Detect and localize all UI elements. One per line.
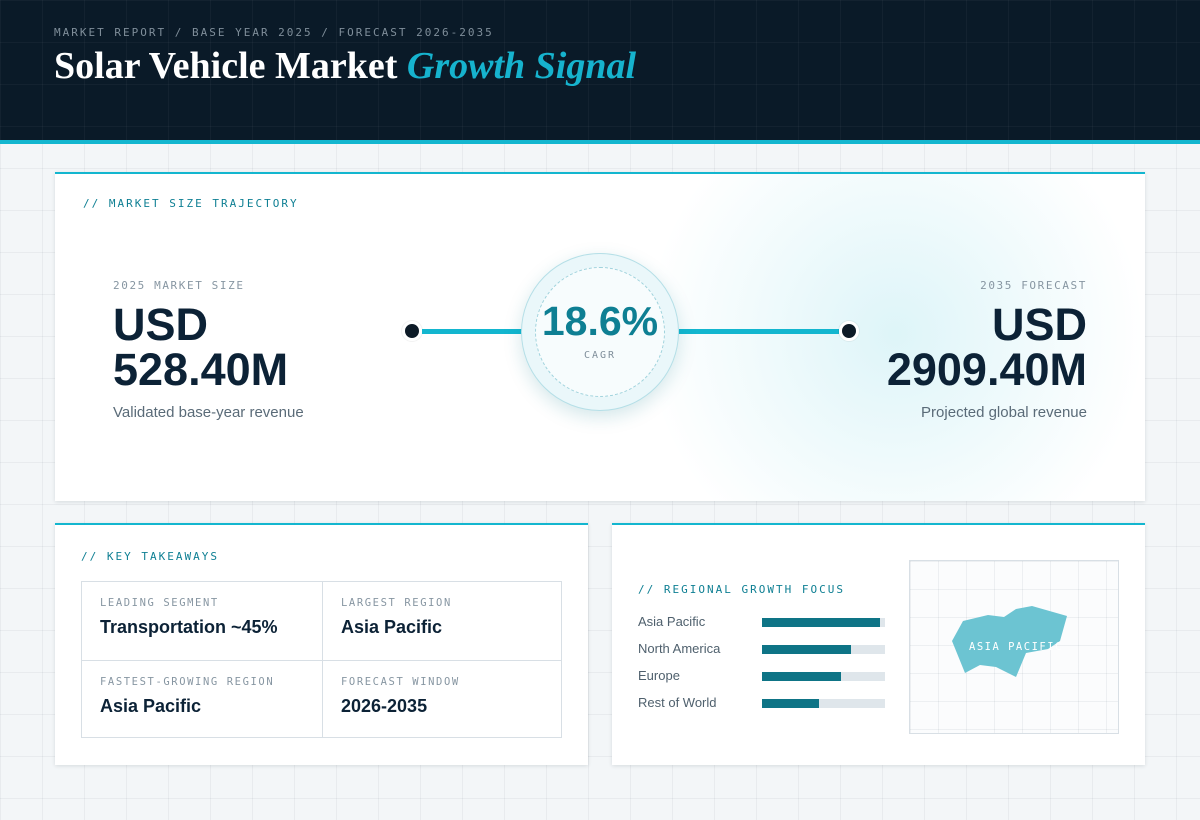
forecast-kicker: 2035 FORECAST <box>980 279 1087 292</box>
market-size-trajectory-card: // MARKET SIZE TRAJECTORY 2025 MARKET SI… <box>55 172 1145 501</box>
region-bar-track <box>762 699 885 708</box>
region-bar-track <box>762 645 885 654</box>
takeaway-fastest-growing-region: FASTEST-GROWING REGION Asia Pacific <box>82 660 322 738</box>
base-year-amount: 528.40M <box>113 344 289 395</box>
forecast-stat: 2035 FORECAST USD 2909.40M Projected glo… <box>827 279 1087 421</box>
takeaway-value: Transportation ~45% <box>100 617 278 637</box>
regional-growth-card: // REGIONAL GROWTH FOCUS Asia Pacific No… <box>612 523 1145 765</box>
takeaway-kicker: FORECAST WINDOW <box>341 676 460 688</box>
base-year-value: USD 528.40M <box>113 302 373 392</box>
region-bar-fill <box>762 672 841 681</box>
takeaway-value: Asia Pacific <box>100 696 202 716</box>
region-bar-track <box>762 672 885 681</box>
track-line-right <box>679 329 839 334</box>
forecast-currency: USD <box>991 299 1087 350</box>
takeaway-kicker: FASTEST-GROWING REGION <box>100 676 275 688</box>
region-name: North America <box>638 641 721 656</box>
base-year-caption: Validated base-year revenue <box>113 404 304 421</box>
base-year-currency: USD <box>113 299 209 350</box>
map-region-label: ASIA PACIFIC <box>969 641 1063 653</box>
takeaway-largest-region: LARGEST REGION Asia Pacific <box>322 582 562 660</box>
asia-pacific-map-shape <box>952 606 1067 677</box>
takeaway-value: Asia Pacific <box>341 617 443 637</box>
page-title: Solar Vehicle Market Growth Signal <box>54 44 636 88</box>
forecast-value: USD 2909.40M <box>827 302 1087 392</box>
cagr-badge: 18.6% CAGR <box>521 253 679 411</box>
start-marker <box>402 321 422 341</box>
takeaway-kicker: LEADING SEGMENT <box>100 597 219 609</box>
takeaways-grid: LEADING SEGMENT Transportation ~45% LARG… <box>81 581 562 738</box>
region-name: Rest of World <box>638 695 717 710</box>
cagr-label: CAGR <box>583 350 617 361</box>
page-title-main: Solar Vehicle Market <box>54 45 398 87</box>
region-bar-fill <box>762 699 819 708</box>
region-bar-fill <box>762 618 881 627</box>
region-bar-row: Rest of World <box>638 695 888 711</box>
base-year-stat: 2025 MARKET SIZE USD 528.40M Validated b… <box>113 279 373 421</box>
takeaway-kicker: LARGEST REGION <box>341 597 452 609</box>
forecast-amount: 2909.40M <box>886 344 1087 395</box>
cagr-inner-ring <box>535 267 665 397</box>
region-map: ASIA PACIFIC <box>909 560 1119 734</box>
region-bar-fill <box>762 645 851 654</box>
trajectory-label: // MARKET SIZE TRAJECTORY <box>83 197 299 210</box>
takeaway-leading-segment: LEADING SEGMENT Transportation ~45% <box>82 582 322 660</box>
takeaways-label: // KEY TAKEAWAYS <box>81 550 219 563</box>
region-bar-row: Europe <box>638 668 888 684</box>
base-year-kicker: 2025 MARKET SIZE <box>113 279 245 292</box>
region-bar-row: Asia Pacific <box>638 614 888 630</box>
regional-label: // REGIONAL GROWTH FOCUS <box>638 583 845 596</box>
region-name: Europe <box>638 668 680 683</box>
page-header: MARKET REPORT / BASE YEAR 2025 / FORECAS… <box>0 0 1200 144</box>
cagr-value: 18.6% <box>541 298 659 344</box>
end-marker <box>839 321 859 341</box>
region-bar-track <box>762 618 885 627</box>
track-line-left <box>422 329 522 334</box>
key-takeaways-card: // KEY TAKEAWAYS LEADING SEGMENT Transpo… <box>55 523 588 765</box>
page-title-accent: Growth Signal <box>406 45 637 87</box>
takeaway-forecast-window: FORECAST WINDOW 2026-2035 <box>322 660 562 738</box>
region-name: Asia Pacific <box>638 614 706 629</box>
takeaway-value: 2026-2035 <box>341 696 428 716</box>
forecast-caption: Projected global revenue <box>921 404 1087 421</box>
breadcrumb: MARKET REPORT / BASE YEAR 2025 / FORECAS… <box>54 26 494 39</box>
region-bar-row: North America <box>638 641 888 657</box>
